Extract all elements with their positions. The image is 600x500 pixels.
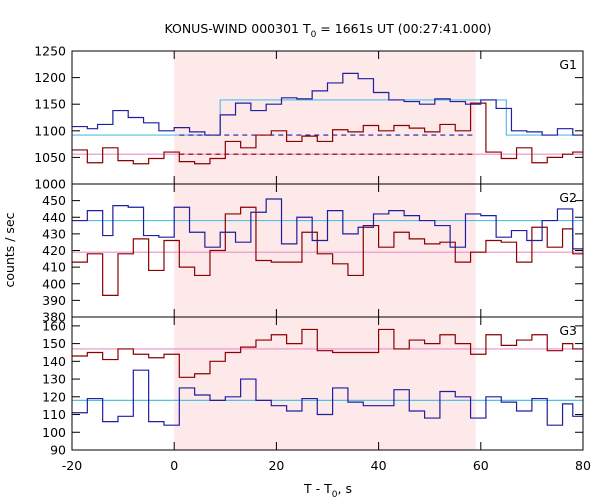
y-tick-label: 410 bbox=[42, 260, 66, 275]
x-axis-label: T - T0, s bbox=[303, 481, 352, 500]
series-blue-step bbox=[72, 198, 583, 250]
series-blue-step bbox=[72, 369, 583, 426]
x-tick-label: 60 bbox=[473, 458, 489, 473]
y-tick-label: 380 bbox=[42, 310, 66, 325]
y-tick-label: 1100 bbox=[34, 123, 66, 138]
y-tick-label: 420 bbox=[42, 243, 66, 258]
y-tick-label: 160 bbox=[42, 318, 66, 333]
x-tick-label: 40 bbox=[371, 458, 387, 473]
interval-shade bbox=[174, 51, 476, 184]
y-tick-label: 440 bbox=[42, 210, 66, 225]
y-tick-label: 90 bbox=[50, 443, 66, 458]
x-tick-label: 80 bbox=[575, 458, 591, 473]
y-tick-label: 100 bbox=[42, 425, 66, 440]
series-red-step bbox=[72, 102, 583, 165]
panel-label: G3 bbox=[559, 323, 577, 338]
x-tick-label: -20 bbox=[62, 458, 82, 473]
y-tick-label: 1200 bbox=[34, 70, 66, 85]
series-red-step bbox=[72, 328, 583, 378]
plot-layer: 100010501100115012001250G138039040041042… bbox=[34, 44, 591, 474]
chart-title: KONUS-WIND 000301 T0 = 1661s UT (00:27:4… bbox=[164, 21, 491, 40]
interval-shade bbox=[174, 317, 476, 450]
x-tick-label: 20 bbox=[268, 458, 284, 473]
x-tick-label: 0 bbox=[170, 458, 178, 473]
y-axis-label: counts / sec bbox=[2, 212, 17, 287]
y-tick-label: 1250 bbox=[34, 44, 66, 59]
y-tick-label: 400 bbox=[42, 276, 66, 291]
y-tick-label: 150 bbox=[42, 336, 66, 351]
fit-box-blue bbox=[219, 99, 583, 136]
panel-frame bbox=[71, 316, 584, 451]
y-tick-label: 120 bbox=[42, 389, 66, 404]
y-tick-label: 1000 bbox=[34, 177, 66, 192]
series-red-step bbox=[72, 206, 583, 296]
y-tick-label: 390 bbox=[42, 293, 66, 308]
series-blue-step bbox=[72, 72, 583, 136]
y-tick-label: 1150 bbox=[34, 97, 66, 112]
y-tick-label: 140 bbox=[42, 354, 66, 369]
panel-label: G2 bbox=[559, 190, 577, 205]
y-tick-label: 430 bbox=[42, 226, 66, 241]
y-tick-label: 450 bbox=[42, 193, 66, 208]
y-tick-label: 130 bbox=[42, 372, 66, 387]
y-tick-label: 1050 bbox=[34, 150, 66, 165]
panel-label: G1 bbox=[559, 57, 577, 72]
y-tick-label: 110 bbox=[42, 407, 66, 422]
